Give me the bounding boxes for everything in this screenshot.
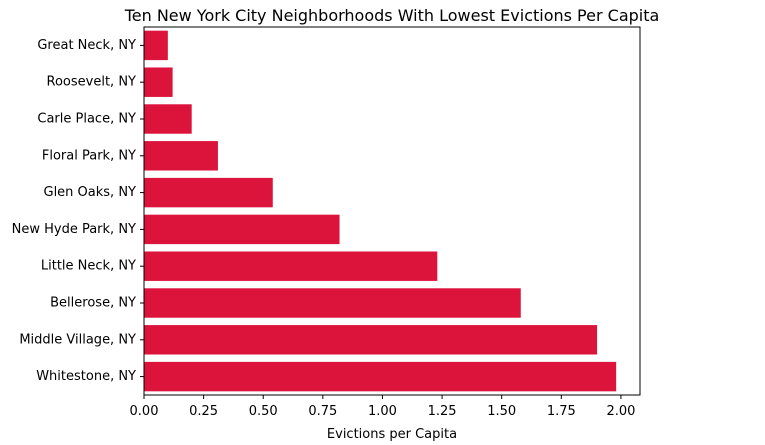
y-tick-label: Bellerose, NY (50, 296, 136, 311)
x-tick-label: 0.50 (249, 404, 278, 419)
bar (144, 214, 340, 245)
bar (144, 141, 218, 171)
bar (144, 30, 168, 61)
x-tick-label: 0.00 (130, 404, 159, 419)
bar (144, 177, 273, 208)
x-tick-label: 1.50 (487, 404, 516, 419)
bar (144, 288, 521, 318)
x-tick-label: 1.25 (428, 404, 457, 419)
y-tick-label: Glen Oaks, NY (44, 185, 137, 200)
x-axis: 0.00 0.25 0.50 0.75 1.00 1.25 1.50 1.75 2.00 (130, 395, 635, 419)
bar (144, 325, 598, 355)
bars-group (144, 30, 617, 392)
bar (144, 361, 617, 392)
x-tick-label: 2.00 (606, 404, 635, 419)
y-tick-label: Floral Park, NY (42, 148, 136, 163)
bar (144, 104, 192, 134)
x-tick-label: 1.75 (547, 404, 576, 419)
y-tick-label: Great Neck, NY (37, 38, 136, 53)
bar (144, 67, 173, 97)
y-axis: Great Neck, NY Roosevelt, NY Carle Place, … (12, 38, 144, 384)
y-tick-label: Carle Place, NY (37, 112, 136, 127)
plot-area-frame (143, 26, 641, 396)
chart-title: Ten New York City Neighborhoods With Low… (124, 6, 660, 25)
bar (144, 251, 438, 281)
y-tick-label: Middle Village, NY (19, 332, 136, 347)
y-tick-label: Whitestone, NY (36, 369, 136, 384)
x-tick-label: 1.00 (368, 404, 397, 419)
y-tick-label: Roosevelt, NY (47, 75, 137, 90)
y-tick-label: Little Neck, NY (41, 259, 136, 274)
x-axis-label: Evictions per Capita (327, 427, 457, 442)
x-tick-label: 0.25 (189, 404, 218, 419)
x-tick-label: 0.75 (308, 404, 337, 419)
y-tick-label: New Hyde Park, NY (12, 222, 136, 237)
